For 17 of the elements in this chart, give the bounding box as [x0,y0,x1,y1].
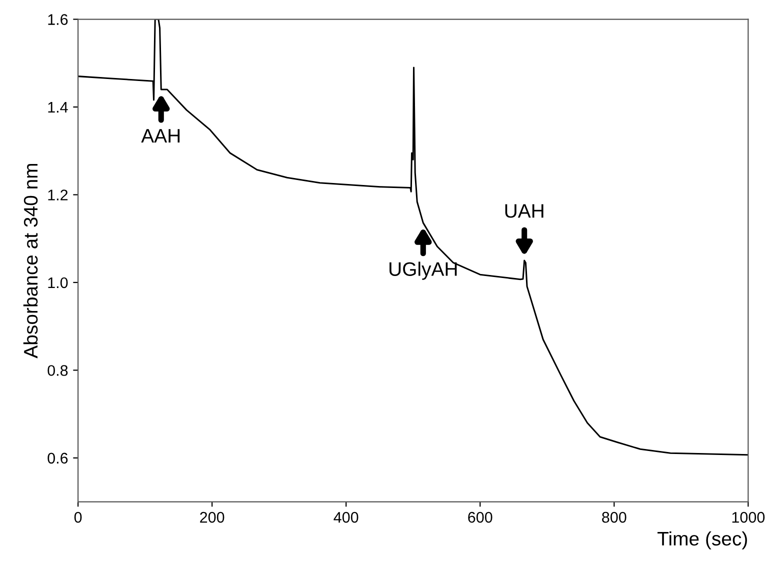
y-tick-label: 0.6 [48,452,68,464]
x-axis-title: Time (sec) [658,531,747,550]
x-tick-label: 1000 [732,512,765,523]
x-tick-label: 200 [200,512,224,523]
y-tick-label: 1.2 [48,190,68,200]
y-tick-label: 1.6 [48,14,68,25]
y-tick-label: 1.4 [48,102,68,113]
y-tick-label: 0.8 [48,365,68,376]
x-tick-label: 600 [468,512,492,523]
y-axis-title: Absorbance at 340 nm [23,164,38,358]
annotation: UAH [505,204,544,218]
annotation: UGlyAH [390,262,457,280]
x-tick-label: 800 [602,512,626,523]
x-tick-label: 0 [74,512,82,523]
y-tick-label: 1.0 [48,277,68,288]
annotation: AAH [141,129,180,142]
x-tick-label: 400 [334,512,358,523]
